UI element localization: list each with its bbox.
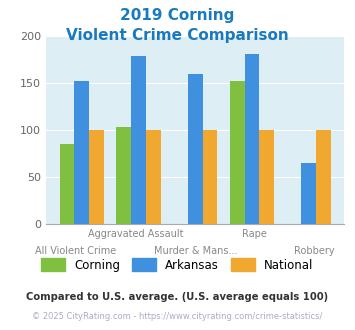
Bar [116,127,131,224]
Text: Murder & Mans...: Murder & Mans... [153,246,237,256]
Bar [245,54,260,224]
Text: Aggravated Assault: Aggravated Assault [88,229,184,239]
Bar [60,145,75,224]
Bar [260,130,274,224]
Text: Compared to U.S. average. (U.S. average equals 100): Compared to U.S. average. (U.S. average … [26,292,329,302]
Text: Violent Crime Comparison: Violent Crime Comparison [66,28,289,43]
Bar [75,81,89,224]
Text: © 2025 CityRating.com - https://www.cityrating.com/crime-statistics/: © 2025 CityRating.com - https://www.city… [32,312,323,321]
Bar [301,163,316,224]
Bar [131,56,146,224]
Text: Robbery: Robbery [294,246,335,256]
Bar [230,81,245,224]
Bar [316,130,331,224]
Bar [203,130,217,224]
Bar [146,130,161,224]
Legend: Corning, Arkansas, National: Corning, Arkansas, National [37,254,318,276]
Text: 2019 Corning: 2019 Corning [120,8,235,23]
Bar [188,74,203,224]
Text: Rape: Rape [242,229,267,239]
Text: All Violent Crime: All Violent Crime [36,246,116,256]
Bar [89,130,104,224]
